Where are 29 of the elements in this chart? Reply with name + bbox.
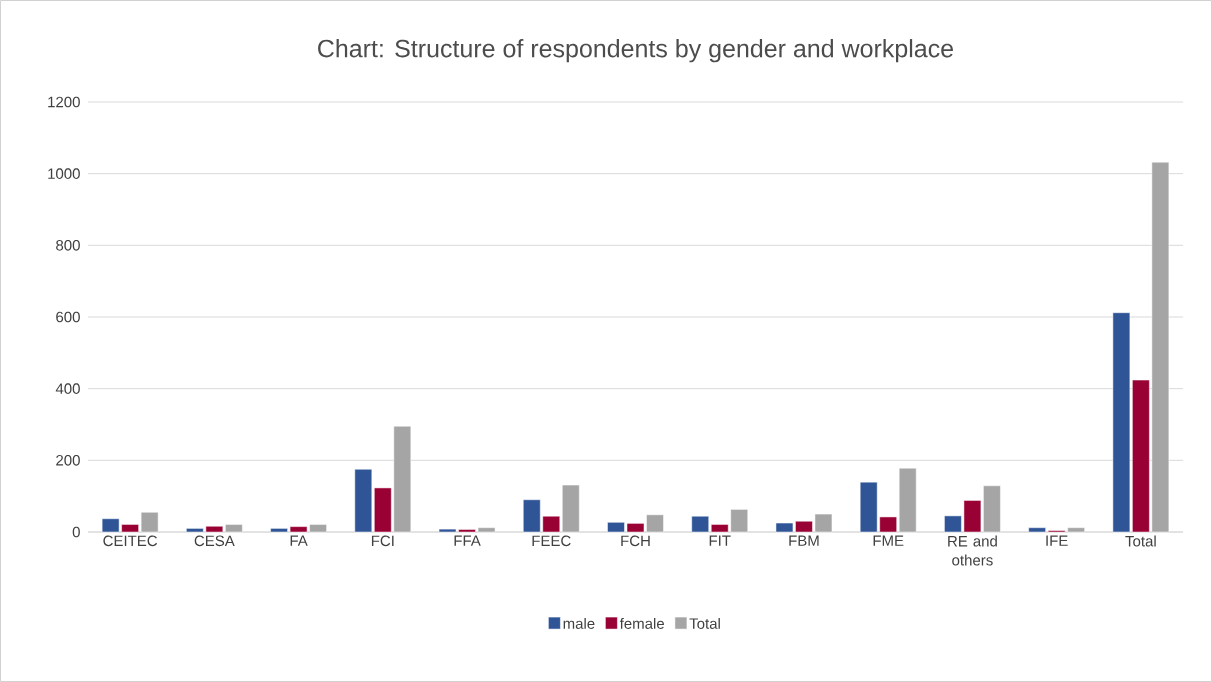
chart-title: Chart: Structure of respondents by gender and workplace [318, 39, 953, 63]
x-tick-label: Total [1125, 535, 1156, 547]
bar [562, 484, 580, 533]
x-tick-label: CESA [194, 535, 235, 547]
x-tick-label: FIT [709, 535, 731, 546]
bar [898, 467, 917, 533]
x-tick-label: FCH [621, 535, 650, 547]
legend-label: Total [689, 617, 720, 629]
x-tick-label: FCI [371, 535, 394, 547]
y-tick-label: 200 [56, 455, 80, 466]
x-tick-label: CEITEC [103, 535, 158, 547]
x-tick-label: FFA [454, 535, 481, 546]
x-tick-label: FA [290, 535, 308, 546]
bar [1028, 527, 1046, 533]
y-tick-label: 600 [56, 311, 80, 323]
y-tick-label: 400 [55, 383, 80, 394]
bar [354, 469, 373, 533]
x-tick-label: FME [873, 535, 904, 546]
legend-label: female [619, 617, 664, 629]
y-tick-label: 0 [72, 526, 80, 538]
bar [691, 515, 709, 533]
y-tick-label: 1200 [48, 96, 80, 108]
legend-label: male [563, 617, 595, 629]
x-tick-label: IFE [1046, 535, 1068, 546]
y-tick-label: 800 [56, 240, 80, 251]
x-tick-label: FBM [789, 535, 819, 546]
y-tick-label: 1000 [48, 168, 80, 179]
x-tick-label: RE and others [948, 535, 997, 566]
x-tick-label: FEEC [532, 535, 571, 547]
